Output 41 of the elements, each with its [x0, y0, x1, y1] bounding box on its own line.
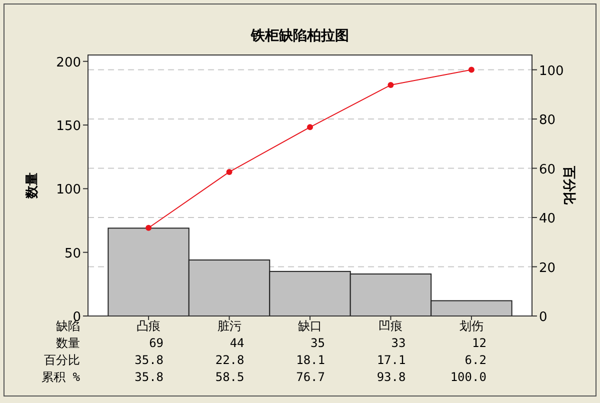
data-label: 12	[472, 336, 486, 350]
data-label: 58.5	[215, 370, 244, 384]
y2-tick-label: 40	[539, 212, 556, 227]
text: 百分比	[44, 353, 80, 367]
y-tick-label: 150	[56, 119, 81, 134]
data-label: 93.8	[376, 370, 406, 384]
data-label: 44	[230, 336, 244, 350]
point	[388, 82, 394, 88]
point	[146, 224, 152, 231]
x-tick-label: 凸痕	[136, 319, 161, 333]
data-label: 35	[310, 336, 325, 350]
point	[226, 168, 232, 175]
y2-tick-label: 100	[539, 64, 564, 79]
y2-tick-label: 60	[539, 162, 556, 178]
y2-tick-label: 20	[539, 260, 556, 276]
point	[307, 124, 313, 130]
text: 数量	[56, 336, 80, 350]
x-tick-label: 脏污	[217, 319, 242, 333]
y-tick-label: 100	[56, 182, 81, 198]
y-axis-title: 数量	[25, 172, 40, 200]
data-label: 100.0	[450, 370, 486, 384]
text: 18.1	[296, 353, 325, 367]
text: 17.1	[376, 353, 406, 367]
text: 35.8	[134, 353, 164, 367]
y2-tick-label: 80	[539, 113, 556, 128]
text: 22.8	[215, 353, 244, 367]
data-label: 69	[149, 336, 164, 350]
text: 累积 %	[42, 370, 81, 384]
data-label: 33	[391, 336, 406, 350]
x-tick-label: 缺口	[298, 319, 322, 333]
y-tick-label: 50	[64, 246, 81, 262]
chart-title: 铁柜缺陷柏拉图	[250, 28, 349, 44]
y2-axis-title: 百分比	[561, 165, 576, 205]
x-tick-label: 凹痕	[378, 319, 403, 333]
text: 6.2	[464, 353, 486, 367]
y2-tick-label: 0	[539, 310, 548, 325]
point	[468, 66, 474, 73]
y-tick-label: 200	[56, 55, 81, 70]
data-label: 35.8	[134, 370, 164, 384]
data-label: 76.7	[296, 370, 325, 384]
x-tick-label: 划伤	[459, 319, 484, 333]
